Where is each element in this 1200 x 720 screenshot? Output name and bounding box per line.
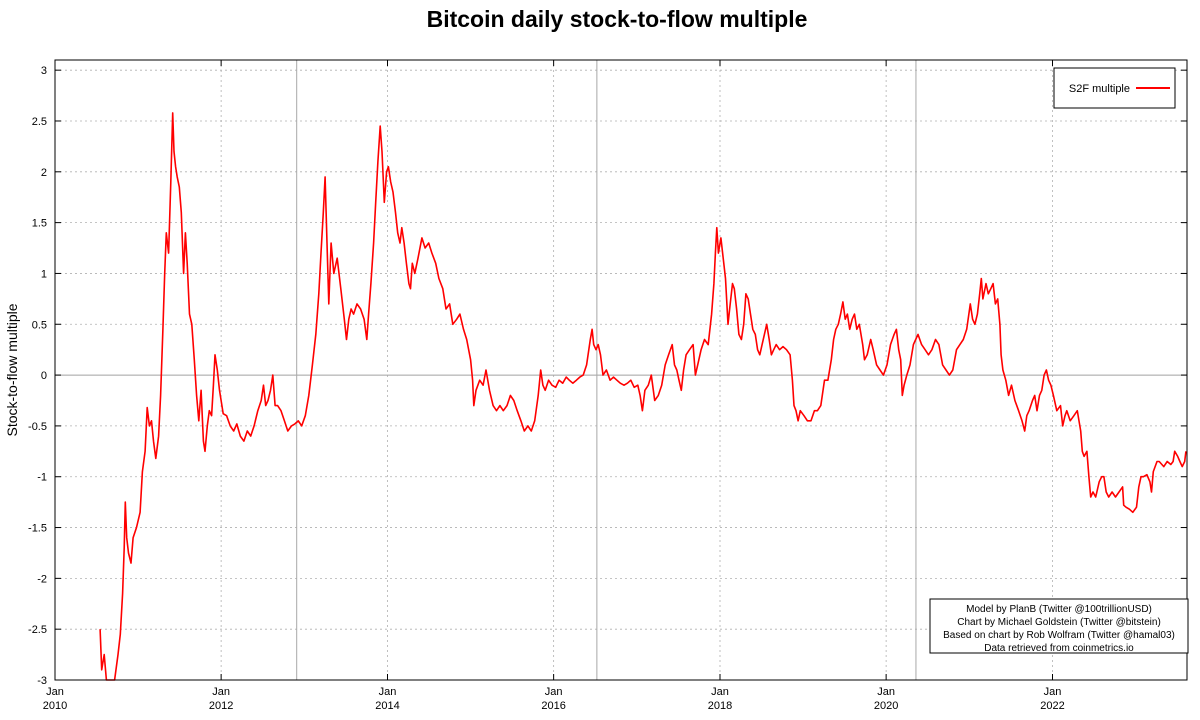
y-tick-label: -1: [37, 472, 47, 484]
x-tick-month: Jan: [877, 686, 895, 698]
x-tick-year: 2020: [874, 700, 898, 712]
y-tick-label: 1: [41, 268, 47, 280]
credit-line-data-source: Data retrieved from coinmetrics.io: [984, 643, 1134, 654]
y-tick-label: -3: [37, 675, 47, 687]
y-tick-label: -0.5: [28, 421, 47, 433]
x-tick-year: 2010: [43, 700, 67, 712]
legend: S2F multiple: [1053, 67, 1176, 109]
y-tick-label: 2.5: [32, 116, 47, 128]
y-tick-label: 3: [41, 65, 47, 77]
credit-line-chart: Chart by Michael Goldstein (Twitter @bit…: [957, 617, 1161, 628]
y-tick-label: -1.5: [28, 523, 47, 535]
x-tick-month: Jan: [379, 686, 397, 698]
credit-line-model: Model by PlanB (Twitter @100trillionUSD): [966, 604, 1152, 615]
x-tick-year: 2016: [541, 700, 565, 712]
y-tick-label: 0: [41, 370, 47, 382]
y-axis-label: Stock-to-flow multiple: [4, 303, 20, 436]
x-tick-month: Jan: [545, 686, 563, 698]
x-tick-year: 2018: [708, 700, 732, 712]
reference-lines: [55, 60, 1187, 680]
axis-layer: -3 -2.5 -2 -1.5 -1 -0.5 0 0.5 1 1.5 2 2.5 3 Jan 2010 Ja…: [28, 60, 1187, 712]
x-tick-month: Jan: [212, 686, 230, 698]
credit-line-based-on: Based on chart by Rob Wolfram (Twitter @…: [943, 630, 1175, 641]
credits-frame: [929, 598, 1189, 654]
legend-entry-label: S2F multiple: [1069, 83, 1130, 95]
y-tick-label: 2: [41, 167, 47, 179]
x-tick-month: Jan: [711, 686, 729, 698]
x-tick-month: Jan: [1044, 686, 1062, 698]
x-tick-year: 2012: [209, 700, 233, 712]
s2f-multiple-series-line: [99, 112, 1187, 681]
credits-box: Model by PlanB (Twitter @100trillionUSD)…: [929, 598, 1189, 654]
y-tick-label: -2.5: [28, 624, 47, 636]
grid-layer: [55, 60, 1187, 681]
plot-frame: [54, 59, 1188, 681]
series-layer: [99, 112, 1187, 681]
x-tick-month: Jan: [46, 686, 64, 698]
chart-title: Bitcoin daily stock-to-flow multiple: [427, 6, 808, 32]
y-tick-label: -2: [37, 573, 47, 585]
y-tick-label: 1.5: [32, 218, 47, 230]
x-tick-year: 2022: [1040, 700, 1064, 712]
x-tick-year: 2014: [375, 700, 399, 712]
y-tick-label: 0.5: [32, 319, 47, 331]
